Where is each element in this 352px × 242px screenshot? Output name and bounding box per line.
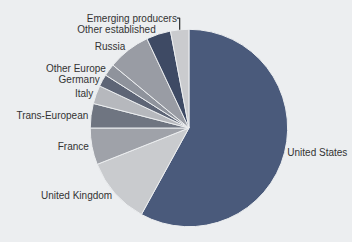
svg-text:Other established: Other established <box>77 24 155 35</box>
svg-text:Italy: Italy <box>75 88 93 99</box>
svg-text:Trans-European: Trans-European <box>16 110 88 121</box>
svg-text:United States: United States <box>287 147 347 158</box>
svg-text:United Kingdom: United Kingdom <box>41 190 112 201</box>
svg-text:Emerging producers: Emerging producers <box>87 13 177 24</box>
svg-text:Russia: Russia <box>95 41 126 52</box>
svg-text:Germany: Germany <box>59 74 100 85</box>
svg-text:France: France <box>58 141 90 152</box>
svg-text:Other Europe: Other Europe <box>46 63 106 74</box>
